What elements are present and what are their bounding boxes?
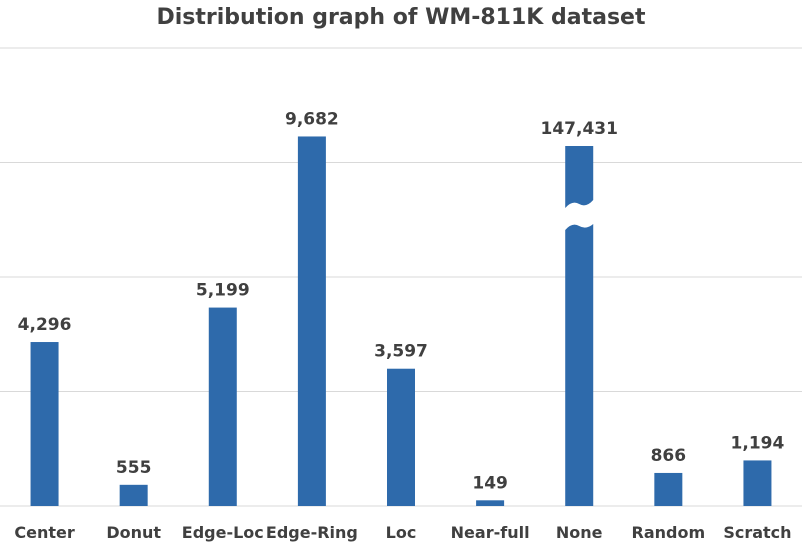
data-label-donut: 555	[116, 458, 152, 478]
bar-near-full	[476, 500, 505, 506]
data-label-center: 4,296	[18, 315, 72, 335]
x-tick-label-scratch: Scratch	[723, 523, 791, 542]
bar-loc	[387, 368, 415, 506]
bars	[30, 136, 772, 506]
data-label-random: 866	[651, 446, 687, 466]
data-label-near-full: 149	[472, 473, 508, 493]
x-axis-tick-labels: Center Donut Edge-Loc Edge-Ring Loc Near-full…	[14, 523, 791, 542]
bar-edge-loc	[208, 307, 237, 506]
x-tick-label-edge-loc: Edge-Loc	[182, 523, 264, 542]
bar-donut	[119, 484, 148, 506]
bar-random	[654, 472, 683, 506]
data-labels: 4,296 555 5,199 9,682 3,597 149 147,431 866 1,19…	[18, 109, 785, 493]
x-tick-label-random: Random	[632, 523, 706, 542]
data-label-loc: 3,597	[374, 342, 428, 362]
bar-center	[30, 342, 59, 506]
x-tick-label-donut: Donut	[106, 523, 161, 542]
x-tick-label-near-full: Near-full	[451, 523, 530, 542]
bar-none-upper	[565, 146, 594, 208]
data-label-edge-loc: 5,199	[196, 281, 250, 301]
x-tick-label-none: None	[556, 523, 603, 542]
x-tick-label-center: Center	[14, 523, 74, 542]
bar-scratch	[743, 460, 772, 506]
data-label-scratch: 1,194	[731, 433, 785, 453]
x-tick-label-edge-ring: Edge-Ring	[266, 523, 358, 542]
data-label-none: 147,431	[541, 119, 618, 139]
data-label-edge-ring: 9,682	[285, 109, 339, 129]
bar-edge-ring	[297, 136, 326, 506]
x-tick-label-loc: Loc	[386, 523, 417, 542]
bar-none-lower	[565, 224, 594, 506]
chart-title: Distribution graph of WM-811K dataset	[157, 5, 646, 30]
